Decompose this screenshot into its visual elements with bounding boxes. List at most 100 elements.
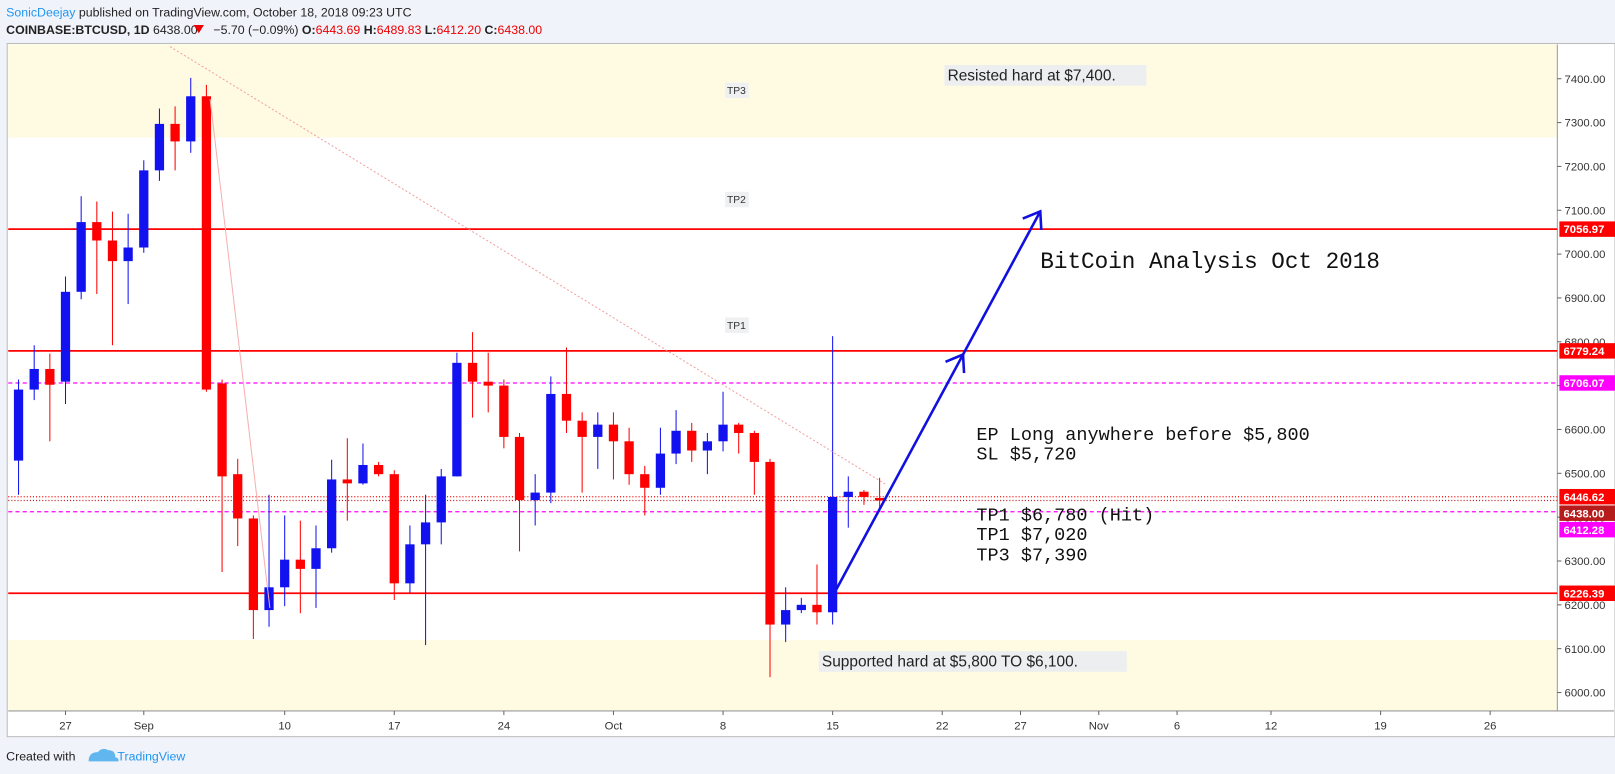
price-level-tag <box>1559 375 1615 391</box>
tp-label: TP2 <box>727 195 746 206</box>
candle-body <box>781 610 791 625</box>
c-value: 6438.00 <box>498 23 543 37</box>
price-level-tag <box>1559 343 1615 359</box>
candle-body <box>593 424 603 437</box>
x-tick-label: 6 <box>1174 720 1180 732</box>
c-label: C: <box>485 23 498 37</box>
y-tick-label: 7300.00 <box>1565 118 1606 130</box>
candle-body <box>765 461 775 625</box>
price-level-tag <box>1559 488 1615 505</box>
candle-body <box>436 476 446 523</box>
projection-arrow <box>835 209 1043 591</box>
candle-body <box>186 96 196 142</box>
candle-body <box>327 479 337 549</box>
x-tick-label: 12 <box>1265 720 1278 732</box>
y-tick-label: 7200.00 <box>1565 162 1606 174</box>
candle-body <box>499 385 509 437</box>
y-tick-label: 6900.00 <box>1565 293 1606 305</box>
plot: 6000.006100.006200.006300.006400.006500.… <box>8 44 1615 732</box>
candle-body <box>530 492 540 501</box>
x-tick-label: Oct <box>605 720 623 732</box>
candle-body <box>640 474 650 488</box>
y-tick-label: 6600.00 <box>1565 425 1606 437</box>
candle-body <box>577 420 587 437</box>
candle-body <box>812 604 822 613</box>
candle-body <box>655 453 666 488</box>
last: 6438.00 <box>153 23 198 37</box>
x-tick-label: Sep <box>134 720 154 732</box>
h-value: 6489.83 <box>377 23 422 37</box>
plan-line: SL $5,720 <box>976 445 1076 466</box>
plan-line: TP1 $6,780 (Hit) <box>976 505 1154 526</box>
y-tick-label: 7400.00 <box>1565 74 1606 86</box>
candle-body <box>749 432 759 462</box>
tp-label: TP3 <box>727 86 746 97</box>
l-value: 6412.20 <box>436 23 481 37</box>
y-tick-label: 7100.00 <box>1565 205 1606 217</box>
candle-body <box>311 548 321 569</box>
author[interactable]: SonicDeejay <box>6 6 76 20</box>
price-level-tag <box>1559 505 1615 521</box>
drop-line <box>209 99 271 608</box>
tp-box <box>725 191 749 208</box>
candle-body <box>546 393 556 493</box>
footer-brand[interactable]: TradingView <box>117 749 185 763</box>
candle-body <box>248 518 259 611</box>
candle-body <box>483 381 493 386</box>
price-level-label: 6706.07 <box>1564 378 1605 390</box>
candle-body <box>342 479 352 484</box>
change: −5.70 (−0.09%) <box>213 23 298 37</box>
candle-body <box>295 559 305 569</box>
candle-body <box>843 491 853 497</box>
candle-body <box>702 441 713 451</box>
h-label: H: <box>364 23 377 37</box>
x-tick-label: 27 <box>59 720 72 732</box>
price-level-label: 7056.97 <box>1564 224 1605 236</box>
candle-body <box>233 474 243 519</box>
y-tick-label: 6100.00 <box>1565 644 1606 656</box>
x-tick-label: 8 <box>720 720 726 732</box>
x-tick-label: 17 <box>388 720 401 732</box>
tp-label: TP1 <box>727 321 746 332</box>
candle-body <box>405 544 415 584</box>
note-box <box>944 65 1147 86</box>
candle-body <box>29 368 39 390</box>
plan-line: EP Long anywhere before $5,800 <box>976 425 1309 446</box>
l-label: L: <box>425 23 437 37</box>
candle-body <box>452 362 462 477</box>
candle-body <box>467 362 478 382</box>
candle-body <box>13 389 24 461</box>
x-tick-label: 15 <box>826 720 839 732</box>
candle-body <box>107 240 118 262</box>
footer-created: Created with <box>6 749 75 763</box>
note: Resisted hard at $7,400. <box>948 68 1116 85</box>
candle-body <box>859 491 869 497</box>
price-level-label: 6438.00 <box>1564 508 1605 520</box>
y-tick-label: 6300.00 <box>1565 556 1606 568</box>
arrow-head <box>1022 209 1043 231</box>
candle-body <box>373 464 384 475</box>
candle-body <box>60 291 71 382</box>
x-tick-label: 24 <box>498 720 511 732</box>
x-tick-label: Nov <box>1089 720 1109 732</box>
candle-body <box>45 368 55 385</box>
candle-body <box>154 123 165 171</box>
candle-body <box>170 123 180 142</box>
down-triangle <box>193 24 204 34</box>
candle-body <box>280 559 290 588</box>
candle-body <box>874 497 885 501</box>
candle-body <box>358 464 368 484</box>
o-value: 6443.69 <box>316 23 361 37</box>
zone <box>8 44 1558 138</box>
published: published on TradingView.com, October 18… <box>79 6 412 20</box>
o-label: O: <box>302 23 316 37</box>
price-level-label: 6226.39 <box>1564 588 1605 600</box>
header-line-1: SonicDeejay published on TradingView.com… <box>6 6 411 20</box>
candle-body <box>796 604 806 611</box>
arrow-shaft <box>835 210 1042 591</box>
tradingview-logo[interactable] <box>88 748 119 762</box>
candle-body <box>123 247 133 262</box>
candle-body <box>608 424 619 442</box>
candle-body <box>827 496 838 613</box>
